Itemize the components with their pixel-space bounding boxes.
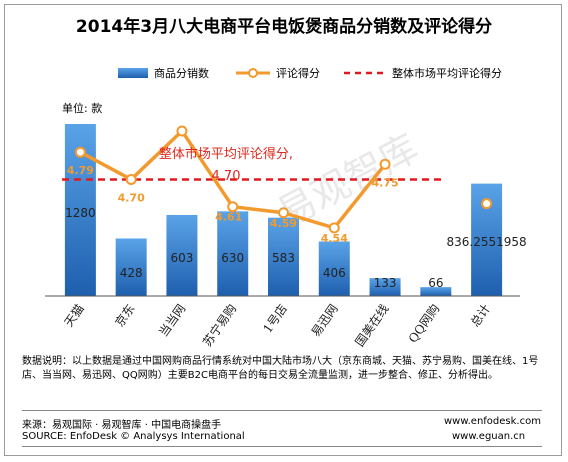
score-point-京东 [125, 173, 137, 185]
chart-frame [4, 4, 562, 456]
legend-line-label: 评论得分 [276, 67, 320, 80]
score-value-label: 4.59 [270, 217, 297, 230]
x-tick-label: 当当网 [156, 302, 188, 340]
score-value-label: 4.79 [67, 164, 94, 177]
website-enfodesk: www.enfodesk.com [444, 416, 541, 427]
x-tick-label: 易迅网 [309, 302, 341, 340]
divider [22, 410, 542, 411]
chart-title: 2014年3月八大电商平台电饭煲商品分销数及评论得分 [75, 17, 493, 37]
bar-易迅网 [318, 241, 350, 296]
unit-label: 单位: 款 [62, 102, 103, 115]
legend-item-avg: 整体市场平均评论得分 [344, 65, 502, 81]
avg-annotation: 整体市场平均评论得分, 4.70 [158, 147, 294, 184]
x-tick-label: QQ网购 [405, 301, 442, 345]
score-value-label: 4.61 [215, 211, 242, 224]
bar-value-label: 428 [120, 266, 143, 280]
bar-value-label: 836.2551958 [447, 235, 527, 249]
x-tick-label: 苏宁易购 [199, 301, 239, 349]
legend-avg-label: 整体市场平均评论得分 [392, 67, 502, 80]
score-value-label: 4.75 [371, 176, 398, 189]
score-point-苏宁易购 [227, 201, 239, 213]
data-note: 数据说明：以上数据是通过中国网购商品行情系统对中国大陆市场八大（京东商城、天猫、… [22, 356, 539, 381]
divider [22, 446, 542, 447]
score-point-1号店 [278, 207, 289, 219]
x-tick-label: 京东 [112, 302, 137, 330]
legend-item-bars: 商品分销数 [118, 65, 209, 81]
source-cn: 来源：易观国际 · 易观智库 · 中国电商操盘手 [22, 420, 222, 431]
bar-苏宁易购 [217, 211, 249, 296]
bar-value-label: 630 [221, 251, 244, 265]
score-point-天猫 [74, 146, 86, 158]
bar-QQ网购 [420, 287, 452, 296]
bar-1号店 [268, 217, 299, 296]
score-point-当当网 [176, 125, 188, 137]
bar-value-label: 406 [323, 266, 346, 280]
legend-line-swatch [236, 68, 270, 78]
x-tick-label: 总计 [468, 302, 493, 330]
legend-dash-swatch [344, 71, 384, 75]
bar-value-label: 583 [272, 251, 295, 265]
bar-京东 [115, 238, 147, 296]
bar-value-label: 1280 [65, 206, 96, 220]
score-value-label: 4.54 [321, 232, 348, 245]
score-point-易迅网 [328, 222, 340, 234]
bar-value-label: 603 [170, 251, 193, 265]
bar-value-label: 66 [428, 276, 443, 290]
bar-国美在线 [369, 278, 401, 296]
source-en: SOURCE: EnfoDesk © Analysys Internationa… [22, 431, 245, 442]
website-eguan: www.eguan.cn [452, 431, 526, 442]
score-point-国美在线 [379, 158, 391, 170]
score-value-label: 4.70 [118, 191, 145, 204]
bar-当当网 [166, 214, 198, 296]
x-tick-label: 国美在线 [353, 302, 392, 349]
x-tick-label: 1号店 [260, 302, 290, 336]
legend-item-line: 评论得分 [236, 65, 320, 81]
legend-bar-label: 商品分销数 [154, 67, 209, 80]
score-point-总计 [481, 198, 493, 210]
bar-value-label: 133 [374, 276, 397, 290]
x-tick-label: 天猫 [62, 302, 87, 330]
legend-bar-swatch [118, 68, 148, 78]
